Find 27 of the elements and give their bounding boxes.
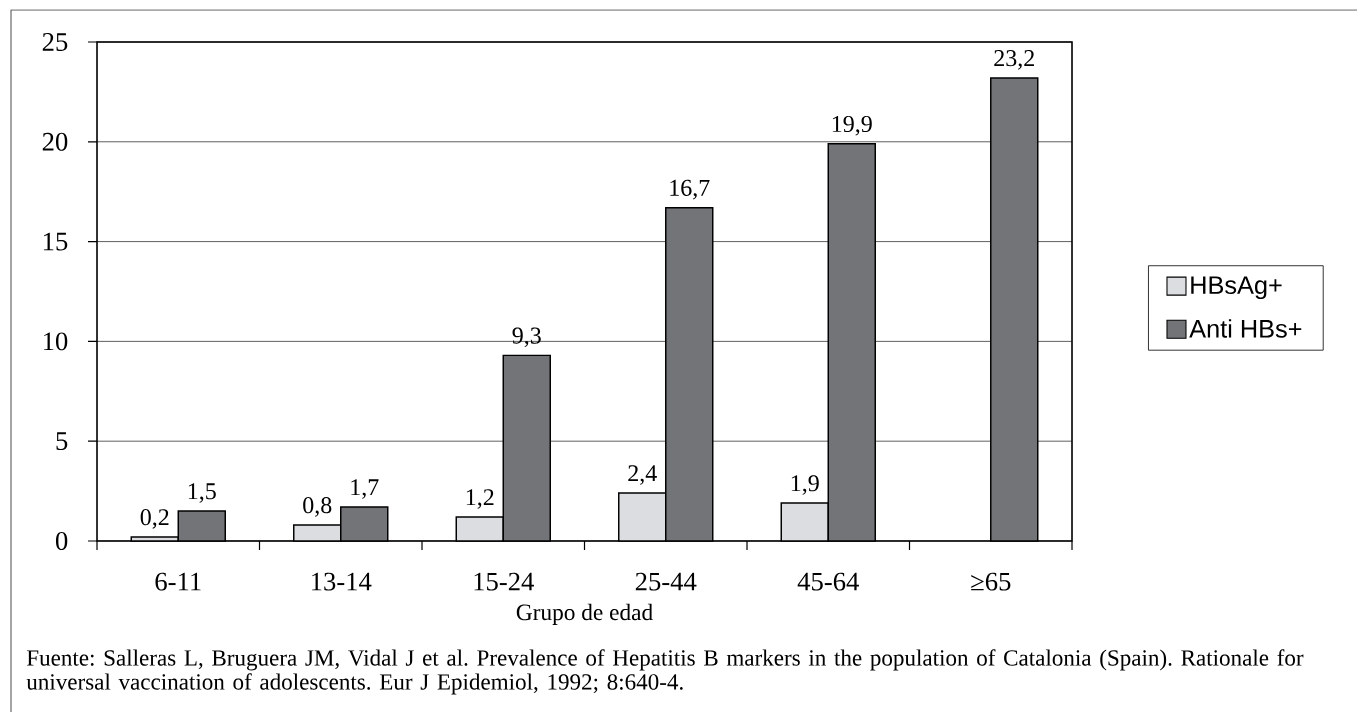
data-label: 9,3 (512, 327, 541, 348)
legend-label: Anti HBs+ (1189, 319, 1302, 338)
y-tick-label: 10 (43, 332, 68, 351)
x-tick-label: 13-14 (311, 572, 372, 591)
x-axis-title: Grupo de edad (516, 603, 653, 625)
legend-label: HBsAg+ (1191, 276, 1282, 300)
data-label: 2,4 (628, 465, 657, 485)
data-label: 1,5 (188, 483, 216, 503)
data-label: 1,7 (351, 479, 379, 499)
x-tick-label: ≥65 (971, 572, 1011, 591)
x-tick-label: 45-64 (797, 572, 859, 591)
data-label: 0,2 (140, 509, 169, 529)
data-label: 16,7 (670, 179, 710, 200)
y-tick-label: 15 (43, 232, 68, 251)
x-tick-label: 15-24 (474, 572, 534, 591)
x-tick-label: 25-44 (635, 572, 697, 591)
y-tick-label: 25 (42, 33, 68, 51)
data-label: 19,9 (832, 115, 872, 136)
y-tick-label: 0 (55, 531, 68, 550)
x-tick-label: 6-11 (155, 572, 201, 591)
source-note: Fuente: Salleras L, Bruguera JM, Vidal J et al. Prevalence of Hepatitis B markers in the population of Catalonia (Spain). Rationale for universal vaccination of adolescents. Eur J Epidemiol, 1992; 8:640-4. (26, 649, 1304, 695)
data-label: 1,9 (791, 475, 819, 495)
data-label: 1,2 (466, 489, 494, 509)
y-tick-label: 20 (42, 132, 68, 151)
y-tick-label: 5 (56, 432, 68, 451)
data-label: 0,8 (303, 497, 332, 517)
data-label: 23,2 (994, 50, 1034, 70)
